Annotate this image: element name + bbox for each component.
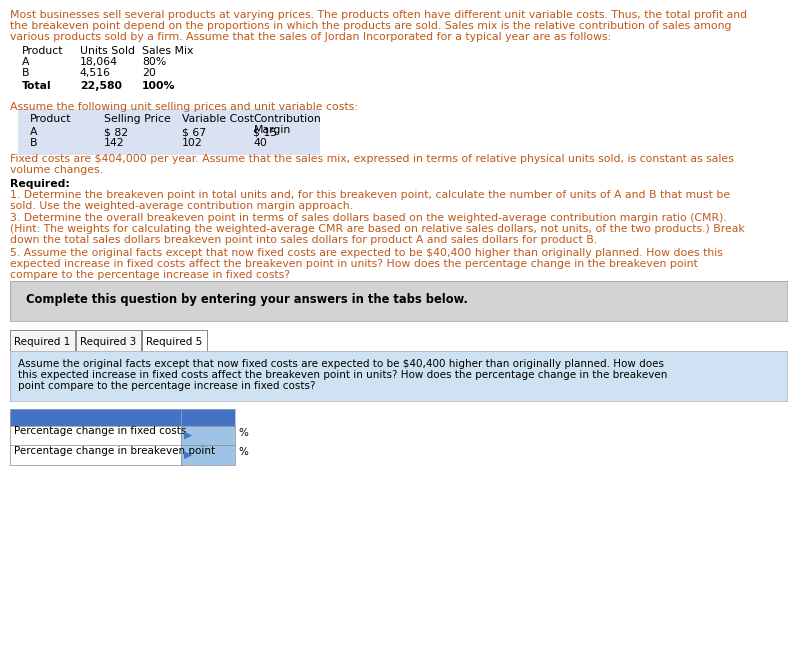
Text: Total: Total: [22, 81, 52, 91]
Text: %: %: [238, 447, 248, 457]
Text: $ 67: $ 67: [182, 127, 206, 138]
Text: 80%: 80%: [142, 57, 166, 67]
Text: Required 5: Required 5: [147, 337, 202, 347]
Text: Assume the following unit selling prices and unit variable costs:: Assume the following unit selling prices…: [10, 102, 357, 112]
Text: 4,516: 4,516: [80, 68, 111, 78]
Text: B: B: [30, 138, 37, 148]
Text: sold. Use the weighted-average contribution margin approach.: sold. Use the weighted-average contribut…: [10, 201, 352, 211]
Text: Required:: Required:: [10, 179, 69, 189]
Text: the breakeven point depend on the proportions in which the products are sold. Sa: the breakeven point depend on the propor…: [10, 21, 731, 31]
Text: Selling Price: Selling Price: [104, 114, 171, 124]
Text: Contribution: Contribution: [253, 114, 321, 124]
Text: Assume the original facts except that now fixed costs are expected to be $40,400: Assume the original facts except that no…: [18, 359, 664, 369]
Text: Margin: Margin: [253, 125, 291, 135]
Text: Sales Mix: Sales Mix: [142, 46, 193, 56]
Text: (Hint: The weights for calculating the weighted-average CMR are based on relativ: (Hint: The weights for calculating the w…: [10, 225, 744, 234]
Text: 100%: 100%: [142, 81, 175, 91]
Text: 1. Determine the breakeven point in total units and, for this breakeven point, c: 1. Determine the breakeven point in tota…: [10, 190, 730, 200]
Text: Product: Product: [30, 114, 72, 124]
Text: point compare to the percentage increase in fixed costs?: point compare to the percentage increase…: [18, 381, 315, 391]
Text: 142: 142: [104, 138, 124, 148]
Text: 3. Determine the overall breakeven point in terms of sales dollars based on the : 3. Determine the overall breakeven point…: [10, 214, 726, 223]
Text: Fixed costs are $404,000 per year. Assume that the sales mix, expressed in terms: Fixed costs are $404,000 per year. Assum…: [10, 155, 733, 164]
Text: volume changes.: volume changes.: [10, 166, 103, 176]
Text: 20: 20: [142, 68, 155, 78]
Text: A: A: [22, 57, 29, 67]
Text: Percentage change in fixed costs: Percentage change in fixed costs: [14, 426, 186, 436]
Text: Percentage change in breakeven point: Percentage change in breakeven point: [14, 446, 214, 456]
Text: $ 15: $ 15: [253, 127, 277, 138]
Text: expected increase in fixed costs affect the breakeven point in units? How does t: expected increase in fixed costs affect …: [10, 259, 697, 269]
Text: Units Sold: Units Sold: [80, 46, 135, 56]
Text: %: %: [238, 428, 248, 438]
Text: down the total sales dollars breakeven point into sales dollars for product A an: down the total sales dollars breakeven p…: [10, 235, 597, 246]
Text: Most businesses sell several products at varying prices. The products often have: Most businesses sell several products at…: [10, 10, 747, 20]
Text: B: B: [22, 68, 29, 78]
Text: compare to the percentage increase in fixed costs?: compare to the percentage increase in fi…: [10, 270, 289, 280]
Text: 5. Assume the original facts except that now fixed costs are expected to be $40,: 5. Assume the original facts except that…: [10, 248, 722, 258]
Text: Required 3: Required 3: [80, 337, 136, 347]
Text: various products sold by a firm. Assume that the sales of Jordan Incorporated fo: various products sold by a firm. Assume …: [10, 32, 611, 42]
Text: 22,580: 22,580: [80, 81, 122, 91]
Text: this expected increase in fixed costs affect the breakeven point in units? How d: this expected increase in fixed costs af…: [18, 369, 667, 380]
Text: 40: 40: [253, 138, 267, 148]
Text: Variable Cost: Variable Cost: [182, 114, 253, 124]
Text: $ 82: $ 82: [104, 127, 128, 138]
Text: Complete this question by entering your answers in the tabs below.: Complete this question by entering your …: [18, 293, 467, 305]
Text: 102: 102: [182, 138, 202, 148]
Text: A: A: [30, 127, 37, 138]
Text: 18,064: 18,064: [80, 57, 118, 67]
Text: Product: Product: [22, 46, 64, 56]
Text: Required 1: Required 1: [14, 337, 70, 347]
